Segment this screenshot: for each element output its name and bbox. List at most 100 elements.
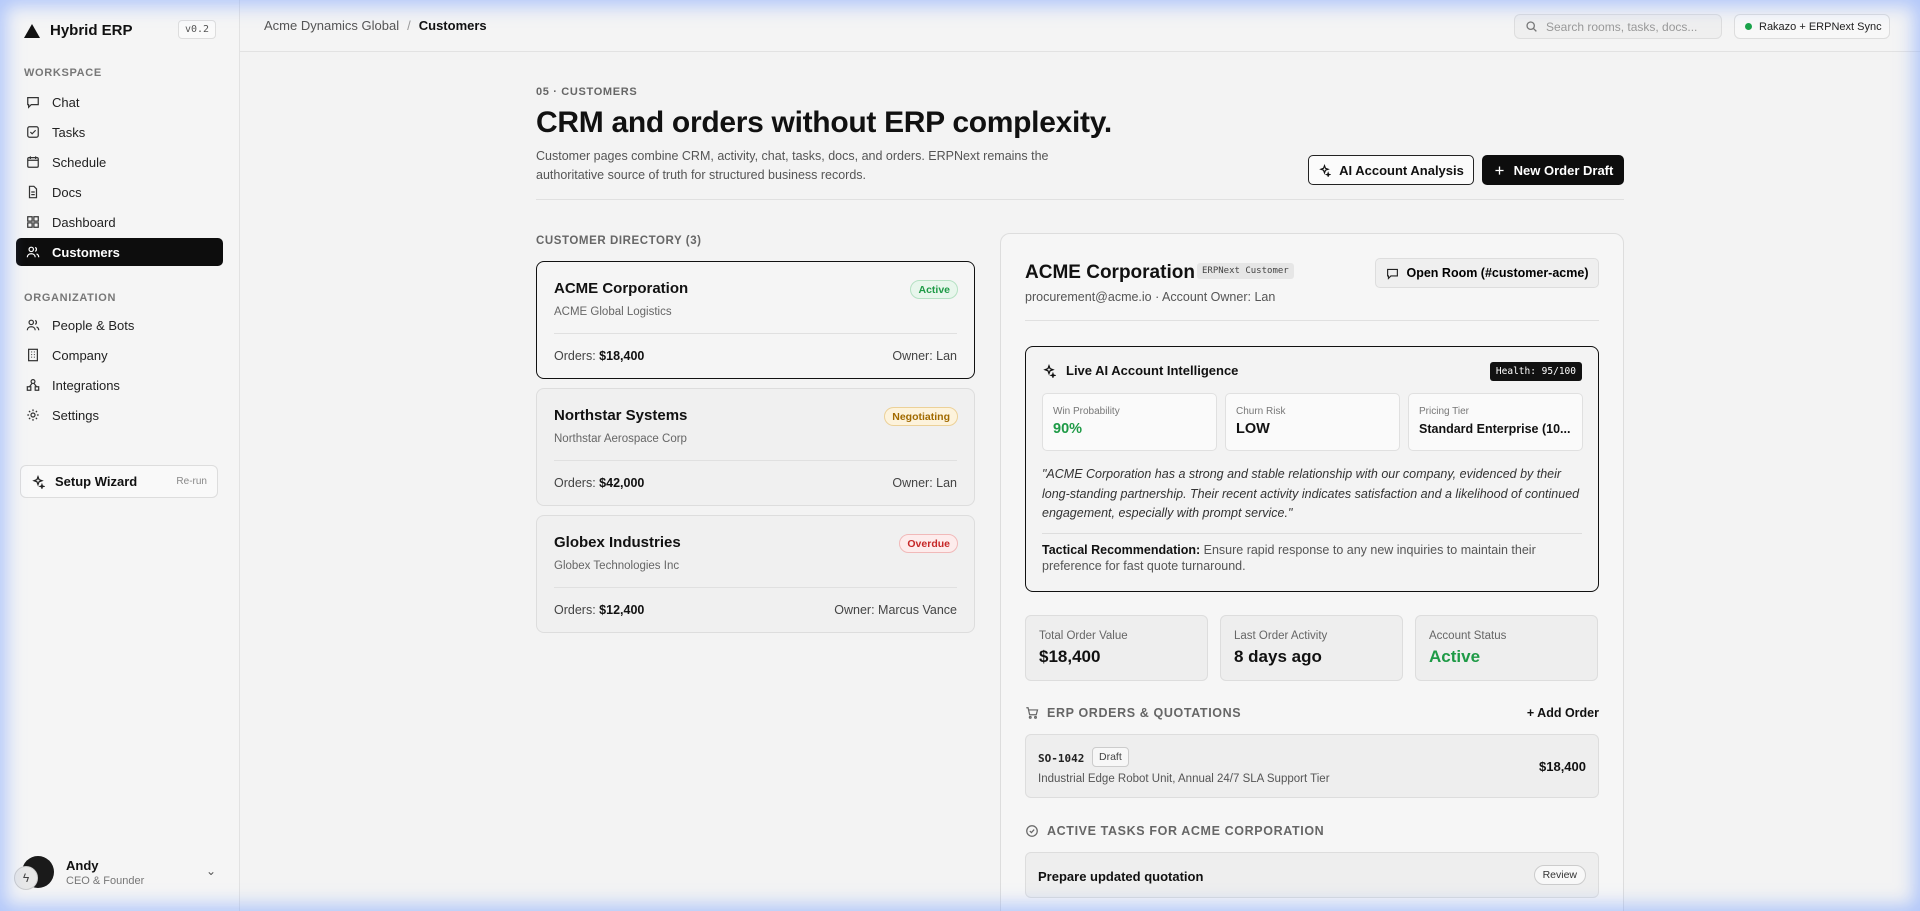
sidebar-item-label: Chat [52, 94, 80, 110]
sidebar-item-label: Company [52, 347, 108, 363]
open-room-label: Open Room (#customer-acme) [1406, 266, 1589, 280]
customer-card-northstar[interactable]: Northstar Systems Negotiating Northstar … [536, 388, 975, 506]
stat-value: $18,400 [1039, 647, 1101, 666]
sidebar-item-dashboard[interactable]: Dashboard [16, 208, 223, 236]
building-icon [28, 348, 38, 362]
plus-icon [1495, 165, 1504, 175]
card-divider [554, 460, 957, 461]
rerun-link[interactable]: Re-run [176, 476, 207, 487]
user-menu[interactable]: ϟ Andy CEO & Founder ⌄ [14, 852, 222, 892]
tactical-recommendation: Tactical Recommendation: Ensure rapid re… [1042, 542, 1562, 574]
lightning-icon: ϟ [14, 866, 38, 890]
customer-owner: Owner: Lan [892, 476, 957, 490]
user-name: Andy [66, 857, 99, 873]
sidebar-item-chat[interactable]: Chat [16, 88, 223, 116]
page-eyebrow: 05 · CUSTOMERS [536, 86, 638, 98]
stat-value: 8 days ago [1234, 647, 1322, 666]
metric-pricing-tier: Pricing Tier Standard Enterprise (10... [1408, 393, 1583, 451]
card-divider [554, 333, 957, 334]
calendar-icon [27, 156, 39, 168]
metric-value: Standard Enterprise (10... [1419, 422, 1571, 436]
sidebar-item-docs[interactable]: Docs [16, 178, 223, 206]
metric-value: 90% [1053, 421, 1083, 437]
metric-label: Win Probability [1053, 406, 1120, 417]
breadcrumb-root[interactable]: Acme Dynamics Global [264, 18, 400, 33]
page-title: CRM and orders without ERP complexity. [536, 106, 1112, 139]
customer-owner: Owner: Marcus Vance [834, 603, 957, 617]
stat-last-order-activity: Last Order Activity 8 days ago [1220, 615, 1403, 681]
sidebar-item-people-bots[interactable]: People & Bots [16, 311, 223, 339]
stat-total-order-value: Total Order Value $18,400 [1025, 615, 1208, 681]
check-circle-icon [1026, 825, 1038, 837]
customer-card-acme[interactable]: ACME Corporation Active ACME Global Logi… [536, 261, 975, 379]
customer-name: Northstar Systems [554, 407, 688, 424]
stat-label: Last Order Activity [1234, 630, 1328, 642]
sidebar-item-tasks[interactable]: Tasks [16, 118, 223, 146]
page-description: Customer pages combine CRM, activity, ch… [536, 149, 1049, 182]
ai-account-analysis-label: AI Account Analysis [1339, 162, 1464, 178]
chevron-down-icon[interactable]: ⌄ [205, 864, 216, 878]
ai-intelligence-card: Live AI Account Intelligence Health: 95/… [1025, 346, 1599, 592]
metric-label: Churn Risk [1236, 406, 1286, 417]
metric-label: Pricing Tier [1419, 406, 1470, 417]
task-title: Prepare updated quotation [1038, 869, 1204, 884]
app-name: Hybrid ERP [50, 22, 133, 39]
metric-churn-risk: Churn Risk LOW [1225, 393, 1400, 451]
search-input[interactable] [1546, 19, 1716, 34]
breadcrumb-current: Customers [418, 18, 487, 33]
sidebar-item-label: Integrations [52, 377, 120, 393]
review-button[interactable]: Review [1533, 865, 1586, 885]
status-dot-icon [1745, 23, 1752, 30]
metric-value: LOW [1236, 421, 1270, 437]
new-order-draft-label: New Order Draft [1513, 162, 1614, 178]
sidebar-item-schedule[interactable]: Schedule [16, 148, 223, 176]
breadcrumb: Acme Dynamics Global / Customers [264, 18, 487, 33]
card-divider [554, 587, 957, 588]
sidebar-item-label: Customers [52, 244, 120, 260]
new-order-draft-button[interactable]: New Order Draft [1482, 155, 1624, 185]
setup-wizard-label: Setup Wizard [55, 474, 138, 489]
tasks-heading-text: ACTIVE TASKS FOR ACME CORPORATION [1047, 824, 1325, 838]
sidebar-item-label: Dashboard [52, 214, 116, 230]
intel-title: Live AI Account Intelligence [1042, 363, 1238, 378]
sidebar-item-label: Tasks [52, 124, 86, 140]
setup-wizard-button[interactable]: Setup Wizard Re-run [20, 465, 218, 498]
orders-section-heading: ERP ORDERS & QUOTATIONS [1025, 706, 1241, 720]
topbar: Acme Dynamics Global / Customers Rakazo + … [240, 0, 1920, 52]
stat-account-status: Account Status Active [1415, 615, 1598, 681]
search-box[interactable] [1514, 14, 1722, 39]
sparkles-icon [1319, 163, 1332, 177]
breadcrumb-separator: / [407, 18, 411, 33]
customer-detail-panel: ACME Corporation ERPNext Customer procur… [1000, 233, 1624, 911]
health-badge: Health: 95/100 [1489, 362, 1582, 381]
user-role: CEO & Founder [66, 874, 145, 887]
order-row[interactable]: SO-1042 Draft Industrial Edge Robot Unit… [1025, 734, 1599, 798]
customer-orders: Orders: $12,400 [554, 603, 645, 617]
ai-account-analysis-button[interactable]: AI Account Analysis [1308, 155, 1474, 185]
tasks-section-heading: ACTIVE TASKS FOR ACME CORPORATION [1025, 824, 1324, 838]
workspace-section-label: WORKSPACE [24, 67, 102, 79]
cart-icon [1026, 707, 1039, 719]
detail-divider [1025, 320, 1599, 321]
version-badge: v0.2 [178, 20, 217, 39]
tasks-icon [27, 126, 39, 138]
sync-status-pill[interactable]: Rakazo + ERPNext Sync [1734, 14, 1890, 39]
metric-win-probability: Win Probability 90% [1042, 393, 1217, 451]
stat-value: Active [1429, 647, 1481, 666]
customer-orders-value: $42,000 [599, 476, 645, 490]
brand[interactable]: Hybrid ERP [24, 22, 133, 39]
customer-orders: Orders: $42,000 [554, 476, 645, 490]
add-order-button[interactable]: + Add Order [1526, 706, 1599, 720]
sidebar-item-company[interactable]: Company [16, 341, 223, 369]
sidebar-item-settings[interactable]: Settings [16, 401, 223, 429]
open-room-button[interactable]: Open Room (#customer-acme) [1375, 258, 1599, 288]
customer-card-globex[interactable]: Globex Industries Overdue Globex Technol… [536, 515, 975, 633]
status-badge: Negotiating [884, 407, 958, 426]
task-row[interactable]: Prepare updated quotation Review [1025, 852, 1599, 898]
sidebar-item-label: Docs [52, 184, 82, 200]
detail-subtitle: procurement@acme.io · Account Owner: Lan [1025, 290, 1276, 304]
sync-label: Rakazo + ERPNext Sync [1759, 20, 1882, 33]
sidebar-item-customers[interactable]: Customers [16, 238, 223, 266]
sidebar-item-integrations[interactable]: Integrations [16, 371, 223, 399]
sidebar-item-label: Settings [52, 407, 99, 423]
